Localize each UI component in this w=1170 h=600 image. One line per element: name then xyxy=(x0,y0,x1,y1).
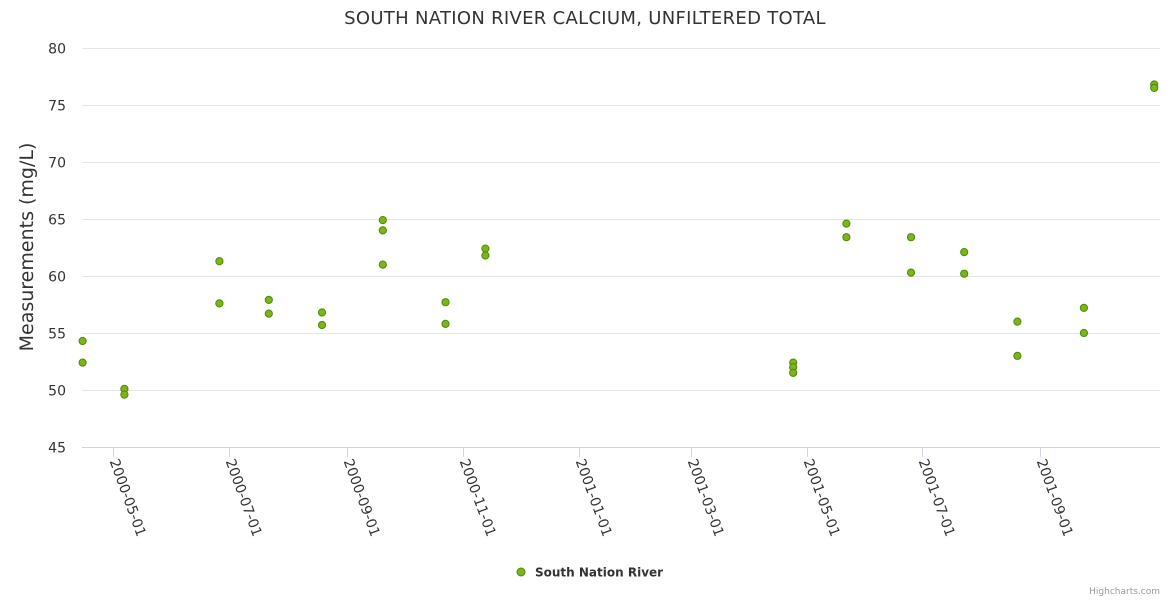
x-tick-label: 2000-05-01 xyxy=(106,457,149,539)
x-tick-label: 2001-09-01 xyxy=(1033,457,1076,539)
data-point[interactable] xyxy=(1079,303,1089,312)
data-point[interactable] xyxy=(1013,351,1022,360)
data-point[interactable] xyxy=(78,336,87,346)
grid-lines xyxy=(82,48,1160,391)
data-point[interactable] xyxy=(317,308,327,317)
data-point[interactable] xyxy=(1013,317,1022,326)
data-point[interactable] xyxy=(441,319,450,328)
y-tick-label: 70 xyxy=(48,156,66,172)
data-point[interactable] xyxy=(1079,328,1089,338)
data-point[interactable] xyxy=(789,368,798,377)
chart-title: SOUTH NATION RIVER CALCIUM, UNFILTERED T… xyxy=(344,8,826,29)
data-point[interactable] xyxy=(378,216,387,225)
y-tick-label: 75 xyxy=(48,99,66,115)
data-point[interactable] xyxy=(1150,83,1159,93)
data-point[interactable] xyxy=(378,226,387,235)
data-point[interactable] xyxy=(120,390,129,399)
y-tick-label: 80 xyxy=(48,42,66,58)
legend-marker-icon xyxy=(516,567,526,577)
x-tick-label: 2001-03-01 xyxy=(684,457,727,539)
data-point[interactable] xyxy=(317,320,327,330)
data-point[interactable] xyxy=(264,309,273,318)
data-point[interactable] xyxy=(960,269,969,278)
data-point[interactable] xyxy=(78,358,87,367)
y-axis-label: Measurements (mg/L) xyxy=(16,143,38,352)
y-axis-ticks: 45 50 55 60 65 70 75 80 xyxy=(48,42,66,457)
y-tick-label: 55 xyxy=(48,327,66,343)
series-points xyxy=(78,80,1159,399)
data-point[interactable] xyxy=(906,233,916,242)
y-tick-label: 50 xyxy=(48,384,66,400)
data-point[interactable] xyxy=(215,299,224,308)
data-point[interactable] xyxy=(481,251,490,260)
legend-item-label: South Nation River xyxy=(535,566,663,580)
data-point[interactable] xyxy=(441,298,450,307)
x-axis-ticks: 2000-05-01 2000-07-01 2000-09-01 2000-11-01… xyxy=(106,447,1076,539)
data-point[interactable] xyxy=(481,244,490,253)
credits-link[interactable]: Highcharts.com xyxy=(1089,587,1160,597)
x-tick-label: 2000-09-01 xyxy=(340,457,383,539)
x-tick-label: 2001-01-01 xyxy=(572,457,615,539)
x-tick-label: 2001-05-01 xyxy=(800,457,843,539)
x-tick-label: 2000-07-01 xyxy=(222,457,265,539)
data-point[interactable] xyxy=(264,295,273,304)
data-point[interactable] xyxy=(842,233,851,242)
data-point[interactable] xyxy=(215,257,224,266)
y-tick-label: 45 xyxy=(48,441,66,457)
data-point[interactable] xyxy=(960,248,969,257)
data-point[interactable] xyxy=(842,219,851,228)
y-tick-label: 65 xyxy=(48,213,66,229)
x-tick-label: 2001-07-01 xyxy=(915,457,958,539)
y-tick-label: 60 xyxy=(48,270,66,286)
x-tick-label: 2000-11-01 xyxy=(456,457,499,539)
legend[interactable]: South Nation River xyxy=(516,566,663,580)
data-point[interactable] xyxy=(378,260,387,269)
data-point[interactable] xyxy=(906,268,916,277)
